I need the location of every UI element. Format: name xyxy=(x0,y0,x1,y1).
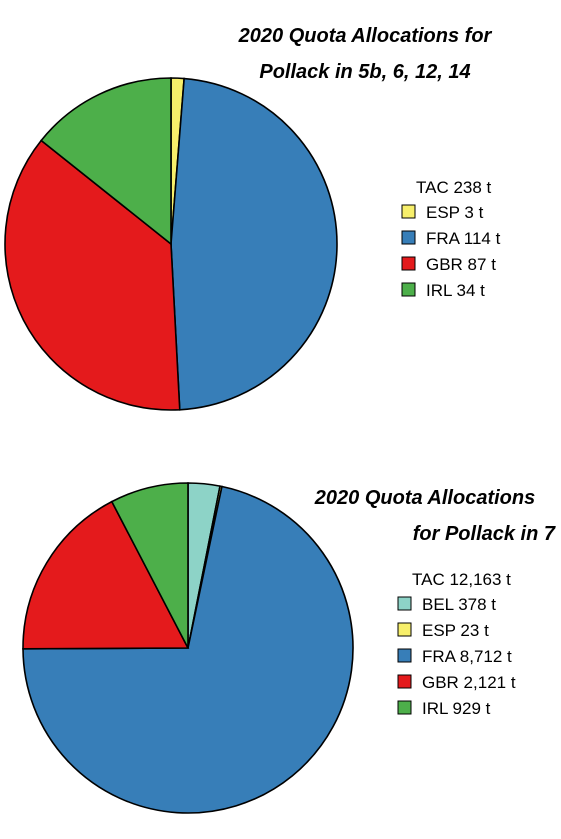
chart-1-legend-label-gbr: GBR 87 t xyxy=(426,255,496,274)
chart-2-legend-label-bel: BEL 378 t xyxy=(422,595,496,614)
chart-1-slice-fra xyxy=(170,77,338,411)
chart-1-slice-irl xyxy=(40,77,172,246)
chart-1-legend-label-fra: FRA 114 t xyxy=(426,229,501,248)
chart-1-legend-swatch-gbr xyxy=(401,256,416,271)
chart-1-title-line-2: Pollack in 5b, 6, 12, 14 xyxy=(259,61,471,83)
chart-1-legend-swatch-irl xyxy=(401,282,416,297)
chart-1-legend-swatch-fra xyxy=(401,230,416,245)
chart-1-title: 2020 Quota Allocations for Pollack in 5b… xyxy=(215,18,515,90)
chart-2-title: 2020 Quota Allocations for Pollack in 7 xyxy=(295,480,555,552)
chart-2-slice-fra xyxy=(22,485,354,814)
chart-2-slice-gbr xyxy=(22,500,190,650)
chart-1-slice-gbr xyxy=(4,139,181,411)
chart-2-legend-label-irl: IRL 929 t xyxy=(422,699,491,718)
chart-1-title-line-1: 2020 Quota Allocations for xyxy=(238,25,492,47)
chart-1-legend-label-irl: IRL 34 t xyxy=(426,281,485,300)
chart-1-legend-title: TAC 238 t xyxy=(416,178,492,197)
chart-2-legend-swatch-irl xyxy=(397,700,412,715)
chart-2-legend-swatch-bel xyxy=(397,596,412,611)
chart-2-legend-swatch-fra xyxy=(397,648,412,663)
chart-2-legend-label-fra: FRA 8,712 t xyxy=(422,647,512,666)
chart-2-slice-irl xyxy=(110,482,189,649)
chart-2-legend-label-esp: ESP 23 t xyxy=(422,621,489,640)
chart-2-legend-swatch-esp xyxy=(397,622,412,637)
chart-1-legend-swatch-esp xyxy=(401,204,416,219)
chart-2-title-line-1: 2020 Quota Allocations xyxy=(314,487,536,509)
chart-2-legend-label-gbr: GBR 2,121 t xyxy=(422,673,516,692)
chart-2-legend-swatch-gbr xyxy=(397,674,412,689)
chart-1-legend-label-esp: ESP 3 t xyxy=(426,203,484,222)
chart-2-title-line-2: for Pollack in 7 xyxy=(412,523,555,545)
chart-2-legend-title: TAC 12,163 t xyxy=(412,570,511,589)
